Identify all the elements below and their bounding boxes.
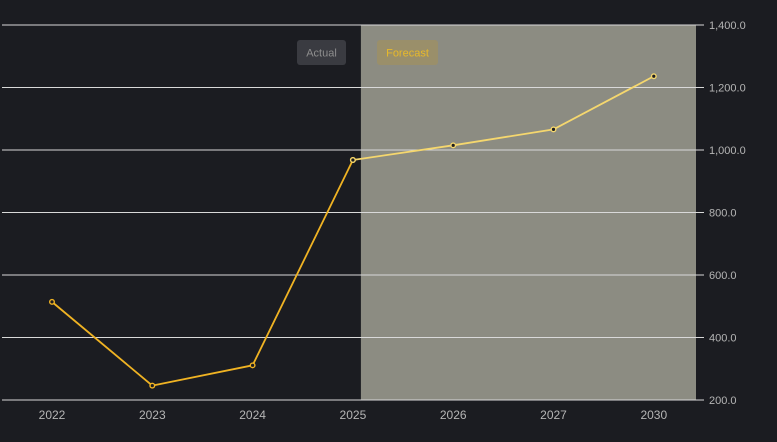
forecast-point[interactable]: [450, 142, 457, 149]
forecast-line: [352, 75, 655, 161]
series-lines: [51, 75, 655, 387]
y-axis-ticks: 200.0 400.0 600.0 800.0 1,000.0 1,200.0 1,400.…: [709, 20, 746, 407]
actual-line: [51, 159, 354, 387]
x-tick-label: 2022: [39, 408, 66, 422]
y-tick-label: 200.0: [709, 395, 737, 407]
x-tick-label: 2030: [640, 408, 667, 422]
y-tick-label: 1,400.0: [709, 20, 746, 32]
legend-actual-background: [297, 40, 346, 65]
legend-forecast-label: Forecast: [386, 48, 429, 60]
legend-forecast-background: [377, 40, 438, 65]
legend-actual-badge[interactable]: Actual: [297, 40, 346, 65]
legend-actual-label: Actual: [306, 48, 337, 60]
forecast-point[interactable]: [349, 156, 356, 163]
forecast-point[interactable]: [650, 73, 657, 80]
y-tick-label: 1,000.0: [709, 145, 746, 157]
y-tick-label: 800.0: [709, 208, 737, 220]
y-tick-label: 600.0: [709, 270, 737, 282]
y-tick-label: 400.0: [709, 333, 737, 345]
x-tick-label: 2024: [239, 408, 266, 422]
actual-point[interactable]: [49, 298, 56, 305]
x-tick-label: 2025: [340, 408, 367, 422]
x-axis-ticks: 2022 2023 2024 2025 2026 2027 2030: [39, 408, 668, 422]
actual-point[interactable]: [149, 382, 156, 389]
forecast-point[interactable]: [550, 126, 557, 133]
x-tick-label: 2027: [540, 408, 567, 422]
series-points: [49, 73, 657, 389]
actual-point[interactable]: [249, 362, 256, 369]
y-tick-label: 1,200.0: [709, 83, 746, 95]
gridlines: [2, 24, 704, 401]
x-tick-label: 2023: [139, 408, 166, 422]
x-tick-label: 2026: [440, 408, 467, 422]
legend-forecast-badge[interactable]: Forecast: [377, 40, 438, 65]
